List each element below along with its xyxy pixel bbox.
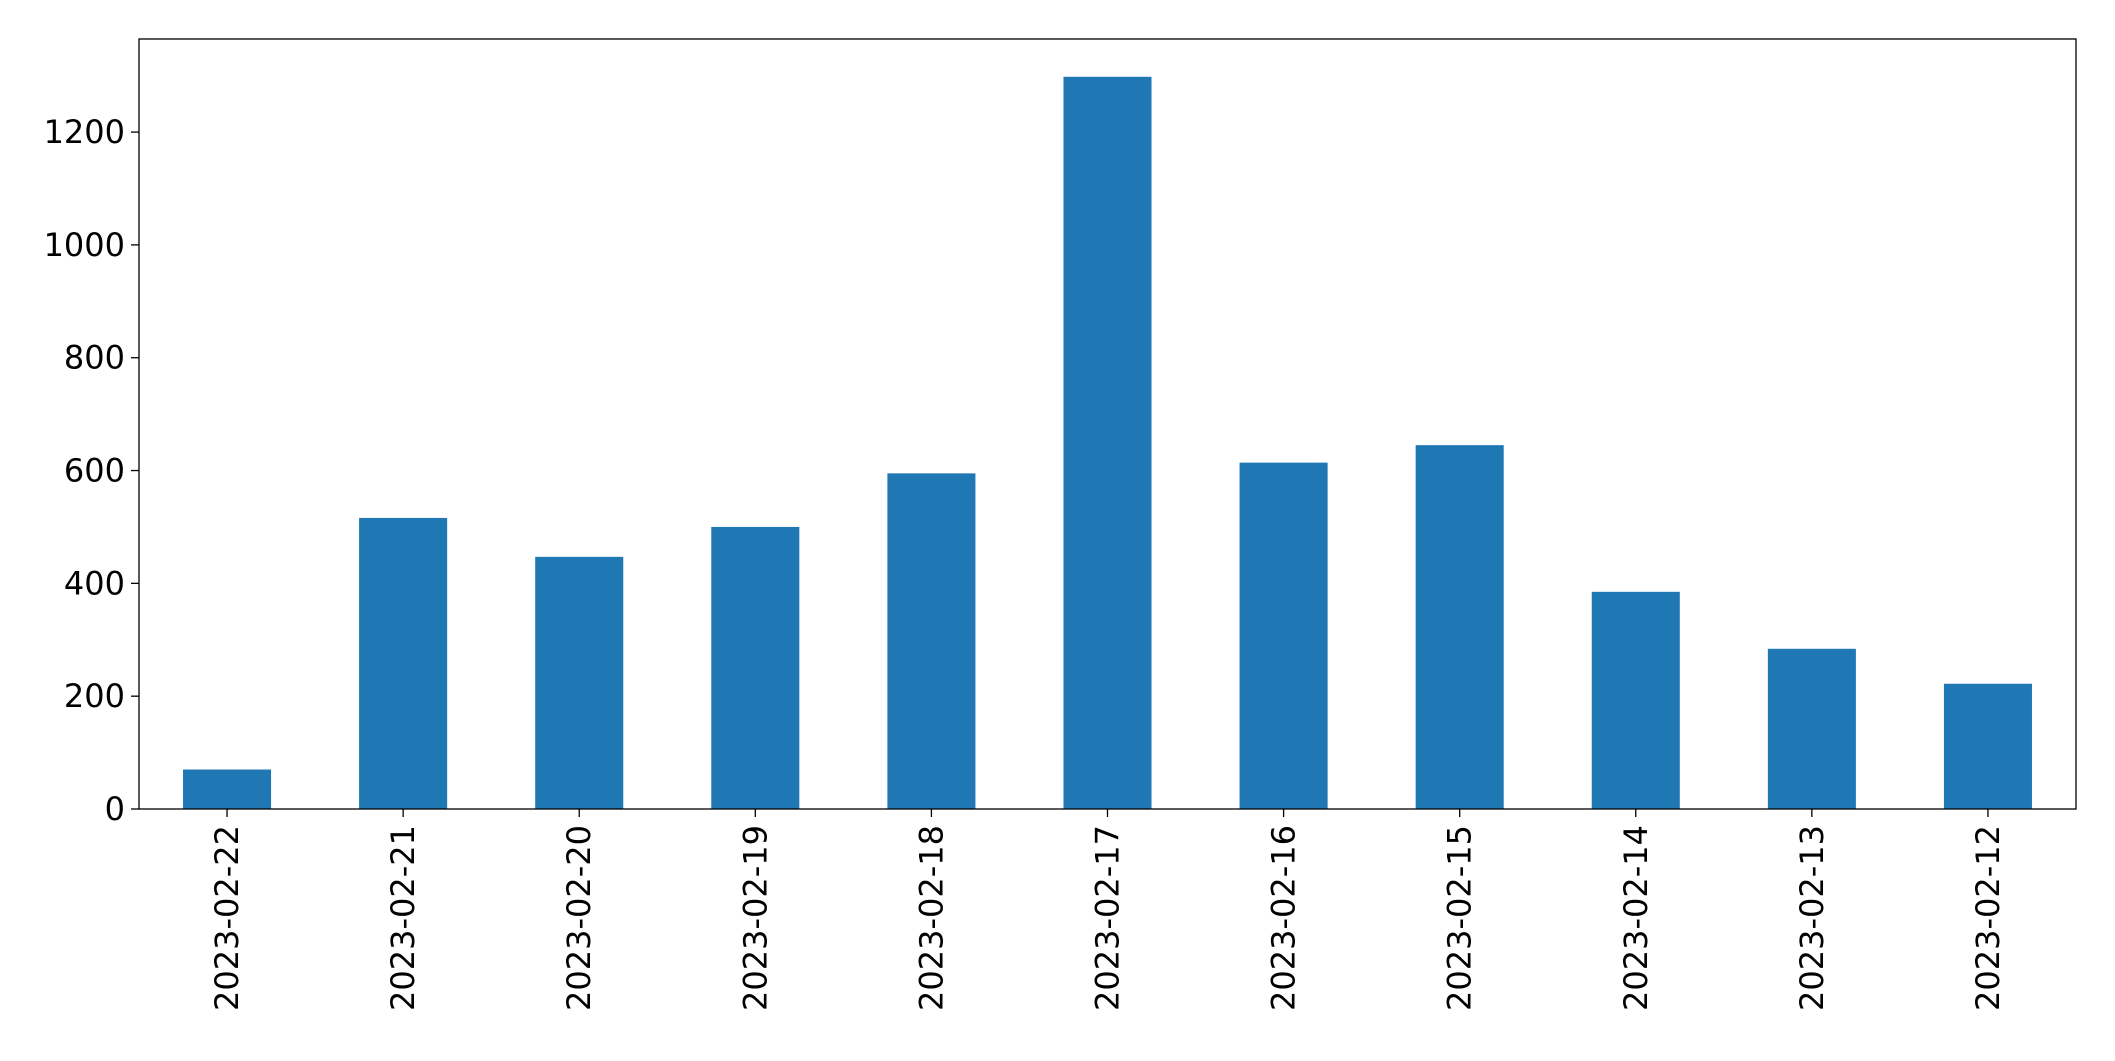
y-tick-label: 600 xyxy=(64,452,125,490)
plot-frame xyxy=(138,38,2077,810)
x-tick-label: 2023-02-18 xyxy=(912,825,950,1011)
bar xyxy=(1239,462,1328,809)
y-tick-label: 1200 xyxy=(44,113,125,151)
x-tick-label: 2023-02-17 xyxy=(1089,825,1127,1011)
bar xyxy=(359,517,448,809)
bar xyxy=(183,769,272,809)
bar xyxy=(1591,591,1680,809)
bar xyxy=(1063,76,1152,810)
x-tick-label: 2023-02-12 xyxy=(1969,825,2007,1011)
bar xyxy=(887,473,976,809)
bar xyxy=(1767,648,1856,809)
bar xyxy=(711,526,800,809)
y-tick-label: 200 xyxy=(64,677,125,715)
y-tick-label: 0 xyxy=(105,790,125,828)
x-tick-label: 2023-02-13 xyxy=(1793,825,1831,1011)
bar xyxy=(1943,683,2032,809)
x-tick-label: 2023-02-14 xyxy=(1617,825,1655,1011)
x-tick-label: 2023-02-16 xyxy=(1265,825,1303,1011)
y-tick-label: 400 xyxy=(64,564,125,602)
x-tick-label: 2023-02-19 xyxy=(736,825,774,1011)
x-tick-label: 2023-02-21 xyxy=(384,825,422,1011)
bar xyxy=(535,556,624,809)
x-tick-label: 2023-02-20 xyxy=(560,825,598,1011)
bar xyxy=(1415,445,1504,809)
x-tick-label: 2023-02-22 xyxy=(208,825,246,1011)
x-tick-label: 2023-02-15 xyxy=(1441,825,1479,1011)
y-tick-label: 1000 xyxy=(44,226,125,264)
y-tick-label: 800 xyxy=(64,339,125,377)
